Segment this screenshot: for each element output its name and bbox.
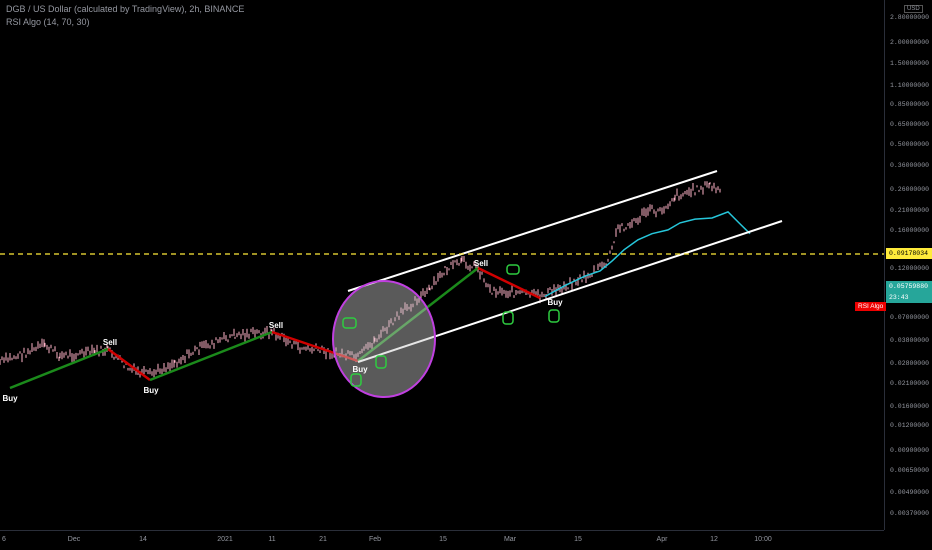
price-tick: 0.12000000 xyxy=(890,265,930,272)
price-tick: 0.07000000 xyxy=(890,314,930,321)
symbol-legend[interactable]: DGB / US Dollar (calculated by TradingVi… xyxy=(6,4,245,14)
price-tick: 0.85000000 xyxy=(890,101,930,108)
buy-trend-line xyxy=(149,330,273,382)
time-tick: 15 xyxy=(439,536,447,543)
hand-icon xyxy=(342,317,357,329)
sell-trend-line xyxy=(271,330,359,363)
hand-icon xyxy=(375,355,387,369)
hand-icon xyxy=(548,309,560,323)
time-tick: Apr xyxy=(656,536,668,543)
indicator-badge[interactable]: RSI Algo xyxy=(855,302,887,311)
price-tick: 0.02800000 xyxy=(890,360,930,367)
price-tick: 0.65000000 xyxy=(890,121,930,128)
time-tick: 14 xyxy=(139,536,147,543)
time-tick: 10:00 xyxy=(754,536,772,543)
price-tick: 0.00370000 xyxy=(890,510,930,517)
price-tick: 0.36000000 xyxy=(890,162,930,169)
sell-trend-line xyxy=(107,347,151,382)
buy-label: Buy xyxy=(2,394,18,403)
buy-label: Buy xyxy=(352,365,368,374)
hand-icon xyxy=(506,264,520,275)
price-tick: 0.01600000 xyxy=(890,403,930,410)
price-tick: 0.02100000 xyxy=(890,380,930,387)
price-tick: 2.80000000 xyxy=(890,14,930,21)
overlay-line xyxy=(544,211,751,298)
indicator-legend[interactable]: RSI Algo (14, 70, 30) xyxy=(6,17,90,27)
price-axis[interactable] xyxy=(884,0,932,530)
time-axis[interactable] xyxy=(0,530,884,531)
time-tick: Dec xyxy=(67,536,81,543)
currency-badge[interactable]: USD xyxy=(904,5,923,13)
hand-icon xyxy=(502,311,514,325)
highlight-circle[interactable] xyxy=(332,280,436,398)
channel-upper-line[interactable] xyxy=(347,170,718,292)
price-tick: 0.26000000 xyxy=(890,186,930,193)
sell-label: Sell xyxy=(473,259,489,268)
time-tick: Feb xyxy=(368,536,382,543)
time-tick: 21 xyxy=(319,536,327,543)
buy-label: Buy xyxy=(547,298,563,307)
hand-icon xyxy=(350,373,362,387)
price-tick: 0.00900000 xyxy=(890,447,930,454)
bar-countdown: 23:43 xyxy=(886,292,932,303)
sell-trend-line xyxy=(477,266,541,300)
buy-trend-line xyxy=(9,347,109,390)
price-tick: 0.21000000 xyxy=(890,207,930,214)
sell-label: Sell xyxy=(268,321,284,330)
price-tick: 0.16000000 xyxy=(890,227,930,234)
price-series xyxy=(0,181,721,378)
last-price-tag: 0.05759880 xyxy=(886,281,932,292)
time-tick: 2021 xyxy=(217,536,233,543)
dashed-level-price-tag: 0.09178034 xyxy=(886,248,932,259)
price-tick: 0.50000000 xyxy=(890,141,930,148)
price-tick: 0.00490000 xyxy=(890,489,930,496)
sell-label: Sell xyxy=(102,338,118,347)
price-tick: 0.01200000 xyxy=(890,422,930,429)
price-tick: 0.00650000 xyxy=(890,467,930,474)
price-tick: 0.03800000 xyxy=(890,337,930,344)
price-tick: 2.00000000 xyxy=(890,39,930,46)
time-tick: 6 xyxy=(2,536,6,543)
buy-label: Buy xyxy=(143,386,159,395)
time-tick: 15 xyxy=(574,536,582,543)
overlay-series xyxy=(544,211,751,298)
channel-lower-line[interactable] xyxy=(357,220,783,363)
time-tick: 11 xyxy=(268,536,276,543)
price-tick: 1.10000000 xyxy=(890,82,930,89)
time-tick: Mar xyxy=(503,536,517,543)
price-tick: 1.50000000 xyxy=(890,60,930,67)
buy-trend-line xyxy=(357,267,479,362)
time-tick: 12 xyxy=(710,536,718,543)
